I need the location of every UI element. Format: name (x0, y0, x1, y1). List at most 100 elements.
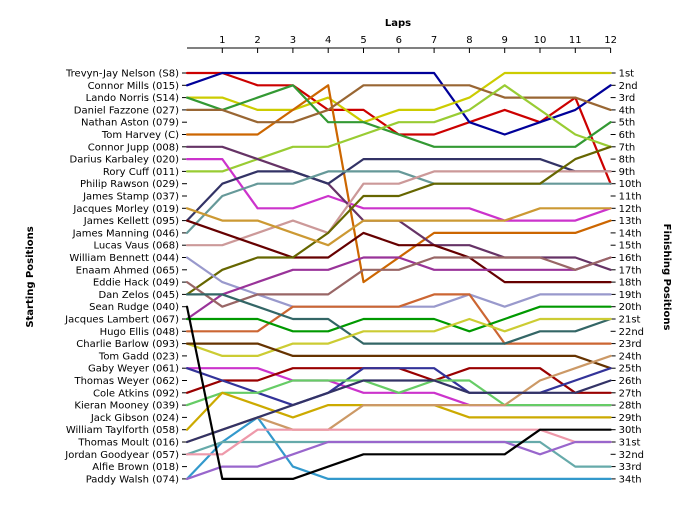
x-tick-label: 11 (569, 35, 582, 46)
start-position-label: Kieran Mooney (039) (74, 401, 179, 412)
start-position-label: Connor Mills (015) (88, 81, 180, 92)
x-tick-label: 7 (431, 35, 437, 46)
finish-position-label: 30th (619, 425, 642, 436)
x-tick-label: 8 (466, 35, 472, 46)
start-position-label: Rory Cuff (011) (103, 167, 179, 178)
x-tick-label: 12 (604, 35, 617, 46)
finish-position-label: 2nd (619, 81, 638, 92)
driver-position-line (185, 256, 612, 321)
driver-position-line (185, 170, 612, 247)
driver-position-line (185, 71, 612, 136)
x-tick-label: 10 (534, 35, 547, 46)
x-tick-label: 4 (325, 35, 331, 46)
finish-position-label: 1st (619, 69, 635, 80)
start-position-label: Thomas Weyer (062) (73, 376, 179, 387)
finish-position-label: 4th (619, 105, 636, 116)
driver-position-line (185, 293, 612, 345)
driver-position-line (185, 84, 612, 148)
start-position-label: Thomas Moult (016) (77, 438, 179, 449)
finish-position-label: 5th (619, 118, 636, 129)
start-position-label: Enaam Ahmed (065) (76, 265, 179, 276)
finish-position-label: 22nd (619, 327, 644, 338)
start-position-label: Dan Zelos (045) (98, 290, 179, 301)
start-position-label: Sean Rudge (040) (89, 302, 179, 313)
finish-position-label: 10th (619, 179, 642, 190)
finish-position-label: 17th (619, 265, 642, 276)
start-position-label: Connor Jupp (008) (88, 142, 179, 153)
finish-position-label: 23rd (619, 339, 642, 350)
start-position-label: Cole Atkins (092) (93, 388, 179, 399)
driver-position-line (185, 305, 612, 480)
start-position-label: Darius Karbaley (020) (70, 155, 180, 166)
start-position-label: Jacques Morley (019) (72, 204, 179, 215)
driver-position-line (185, 84, 612, 124)
driver-position-line (185, 440, 612, 480)
driver-position-line (185, 342, 612, 370)
finish-position-label: 28th (619, 401, 642, 412)
finish-position-label: 14th (619, 228, 642, 239)
driver-position-line (185, 391, 612, 431)
driver-position-line (185, 71, 612, 185)
finish-position-label: 15th (619, 241, 642, 252)
finish-position-label: 29th (619, 413, 642, 424)
x-tick-label: 2 (254, 35, 260, 46)
finish-position-label: 9th (619, 167, 636, 178)
driver-position-line (185, 158, 612, 222)
y-axis-title-left: Starting Positions (25, 226, 36, 327)
finish-position-label: 34th (619, 474, 642, 485)
finish-position-label: 32nd (619, 450, 644, 461)
start-position-label: Hugo Ellis (048) (100, 327, 180, 338)
finish-position-label: 26th (619, 376, 642, 387)
start-position-label: Nathan Aston (079) (81, 118, 179, 129)
finish-position-label: 8th (619, 155, 636, 166)
start-position-label: Philip Rawson (029) (80, 179, 179, 190)
driver-position-line (185, 71, 612, 124)
start-position-label: Jacques Lambert (067) (64, 315, 179, 326)
start-position-label: William Taylforth (058) (66, 425, 179, 436)
start-position-label: Daniel Fazzone (027) (74, 105, 179, 116)
y-axis-title-right: Finishing Positions (661, 224, 672, 331)
finish-position-label: 13th (619, 216, 642, 227)
driver-position-line (185, 317, 612, 357)
finish-position-label: 19th (619, 290, 642, 301)
x-tick-label: 6 (396, 35, 402, 46)
start-position-label: Jordan Goodyear (057) (64, 450, 179, 461)
x-tick-label: 5 (360, 35, 366, 46)
start-position-label: Lucas Vaus (068) (93, 241, 179, 252)
driver-position-line (185, 145, 612, 296)
finish-position-label: 33rd (619, 462, 642, 473)
start-position-label: William Bennett (044) (69, 253, 179, 264)
finish-position-label: 11th (619, 192, 642, 203)
driver-position-line (185, 256, 612, 308)
finish-position-label: 20th (619, 302, 642, 313)
finish-position-label: 18th (619, 278, 642, 289)
driver-position-line (185, 379, 612, 407)
start-position-label: James Stamp (037) (82, 192, 179, 203)
start-position-label: James Manning (046) (72, 228, 179, 239)
start-position-label: James Kellett (095) (83, 216, 179, 227)
start-position-label: Lando Norris (S14) (86, 93, 179, 104)
finish-position-label: 7th (619, 142, 636, 153)
start-position-label: Tom Gadd (023) (98, 351, 179, 362)
finish-position-label: 27th (619, 388, 642, 399)
driver-position-line (185, 293, 612, 345)
driver-position-line (185, 305, 612, 333)
driver-position-line (185, 379, 612, 444)
start-position-label: Charlie Barlow (093) (76, 339, 179, 350)
finish-position-label: 16th (619, 253, 642, 264)
driver-position-line (185, 207, 612, 247)
start-position-label: Gaby Weyer (061) (88, 364, 179, 375)
x-tick-label: 3 (290, 35, 296, 46)
x-tick-label: 9 (502, 35, 508, 46)
finish-position-label: 3rd (619, 93, 636, 104)
start-position-label: Paddy Walsh (074) (86, 474, 179, 485)
finish-position-label: 25th (619, 364, 642, 375)
finish-position-label: 12th (619, 204, 642, 215)
start-position-label: Jack Gibson (024) (90, 413, 179, 424)
driver-position-line (185, 219, 612, 284)
start-position-label: Eddie Hack (049) (93, 278, 179, 289)
start-position-label: Trevyn-Jay Nelson (S8) (65, 69, 179, 80)
x-axis-title: Laps (385, 18, 411, 29)
